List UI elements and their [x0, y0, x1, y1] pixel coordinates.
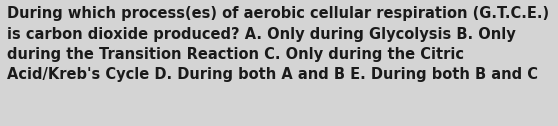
Text: During which process(es) of aerobic cellular respiration (G.T.C.E.)
is carbon di: During which process(es) of aerobic cell…	[7, 6, 550, 83]
